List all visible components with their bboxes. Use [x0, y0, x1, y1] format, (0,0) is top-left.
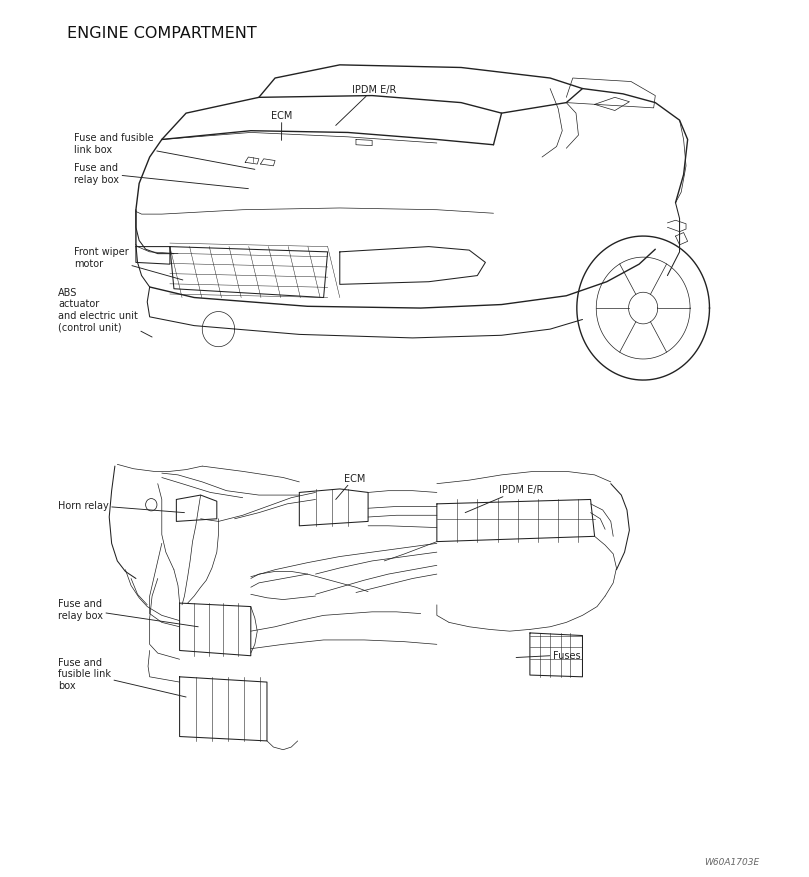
Text: IPDM E/R: IPDM E/R: [465, 484, 544, 513]
Text: IPDM E/R: IPDM E/R: [336, 84, 396, 126]
Text: ENGINE COMPARTMENT: ENGINE COMPARTMENT: [67, 26, 257, 41]
Text: Fuse and fusible
link box: Fuse and fusible link box: [74, 133, 255, 170]
Text: ECM: ECM: [271, 111, 292, 141]
Text: Horn relay: Horn relay: [58, 500, 184, 513]
Text: ECM: ECM: [336, 473, 365, 500]
Text: Fuse and
relay box: Fuse and relay box: [74, 163, 248, 189]
Text: W60A1703E: W60A1703E: [704, 858, 759, 866]
Text: Fuse and
fusible link
box: Fuse and fusible link box: [58, 657, 186, 697]
Text: ABS
actuator
and electric unit
(control unit): ABS actuator and electric unit (control …: [58, 287, 152, 338]
Text: Front wiper
motor: Front wiper motor: [74, 247, 183, 281]
Text: Fuse and
relay box: Fuse and relay box: [58, 599, 198, 627]
Text: Fuses: Fuses: [516, 650, 580, 660]
